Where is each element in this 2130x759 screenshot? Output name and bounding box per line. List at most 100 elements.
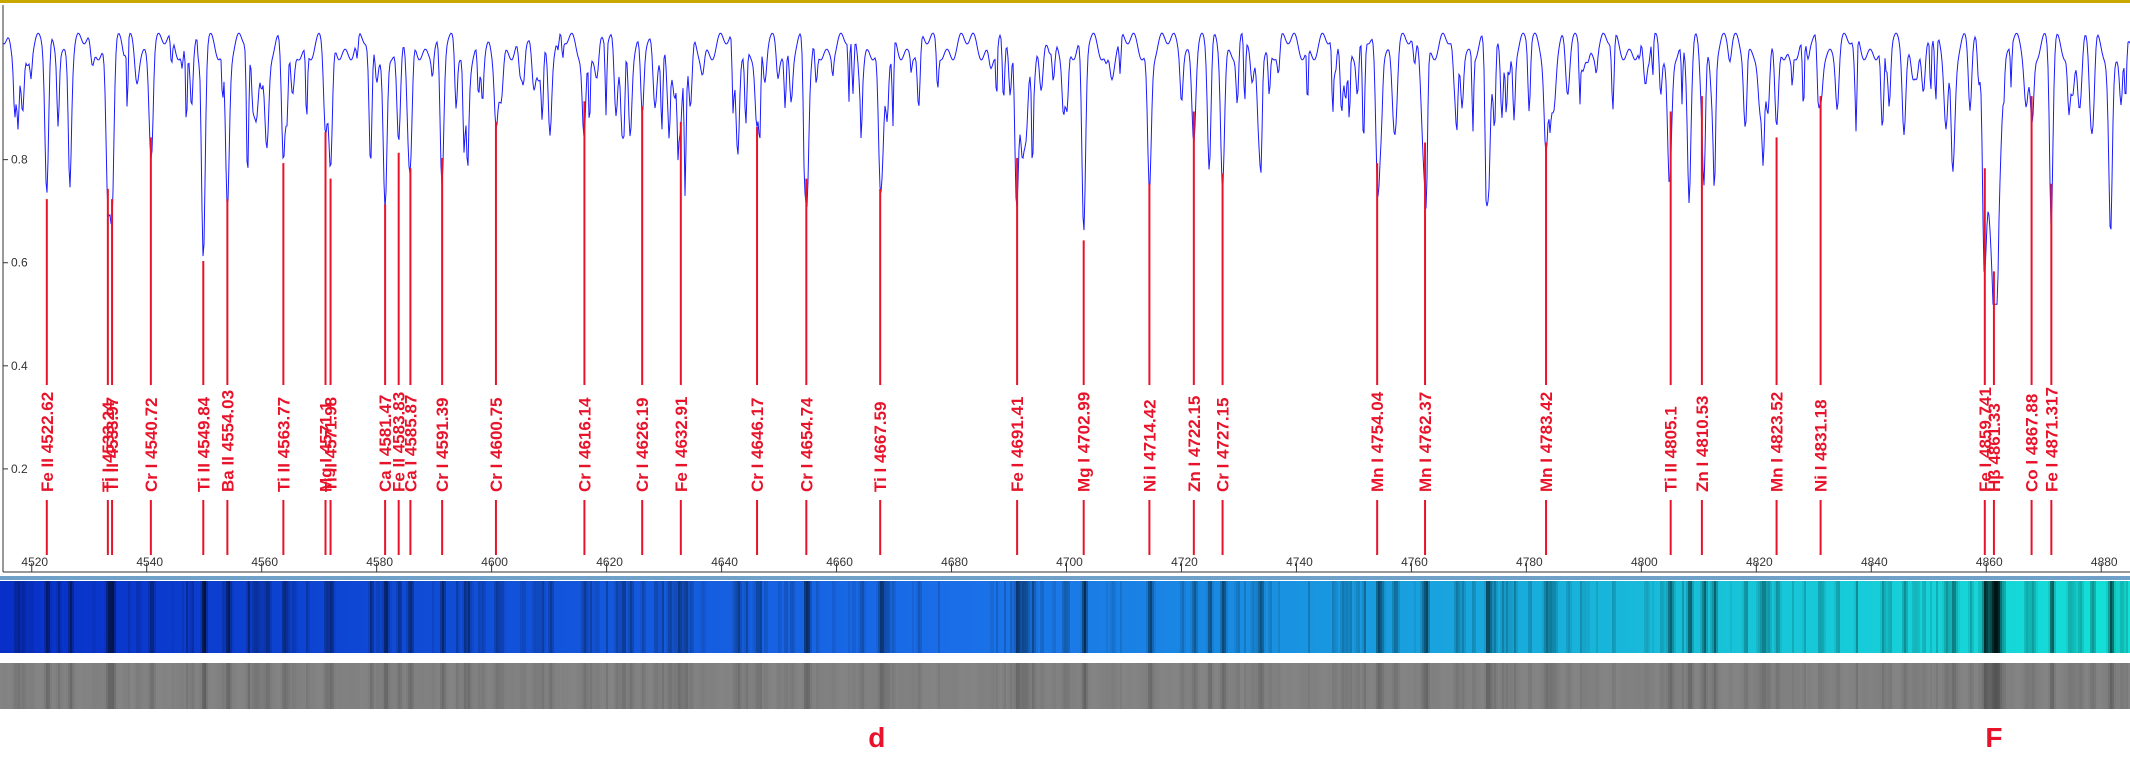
line-label: Fe I 4632.91 <box>672 397 691 492</box>
gray-band-line <box>1826 663 1828 709</box>
color-band-line <box>1354 581 1356 653</box>
gray-band-line <box>492 663 494 709</box>
color-band-line <box>70 581 72 653</box>
gray-band-line <box>792 663 794 709</box>
color-band-line <box>432 581 434 653</box>
gray-band-line <box>1512 663 1514 709</box>
gray-band-line <box>856 663 858 709</box>
color-band-line <box>106 581 108 653</box>
gray-band-line <box>1960 663 1962 709</box>
gray-band-line <box>52 663 54 709</box>
gray-band-line <box>1724 663 1726 709</box>
gray-band-line <box>2092 663 2094 709</box>
color-band-line <box>2002 581 2004 653</box>
gray-band-line <box>1600 663 1602 709</box>
gray-band-line <box>456 663 458 709</box>
gray-band-line <box>1432 663 1434 709</box>
color-band-line <box>1990 581 1992 653</box>
color-band-line <box>286 581 288 653</box>
color-band-line <box>456 581 458 653</box>
gray-band-line <box>960 663 962 709</box>
color-band-line <box>1552 581 1554 653</box>
gray-band-line <box>336 663 338 709</box>
gray-band-line <box>1470 663 1472 709</box>
color-band-line <box>2030 581 2032 653</box>
gray-band-line <box>1144 663 1146 709</box>
gray-band-line <box>1572 663 1574 709</box>
gray-band-line <box>1860 663 1862 709</box>
color-band-line <box>1556 581 1558 653</box>
gray-band-line <box>2074 663 2076 709</box>
color-band-line <box>676 581 678 653</box>
gray-band-line <box>392 663 394 709</box>
color-band-line <box>1688 581 1690 653</box>
gray-band-line <box>728 663 730 709</box>
gray-band-line <box>2022 663 2024 709</box>
gray-band-line <box>576 663 578 709</box>
color-band-line <box>1422 581 1424 653</box>
color-band-line <box>1714 581 1716 653</box>
gray-band-line <box>302 663 304 709</box>
gray-band-line <box>908 663 910 709</box>
gray-band-line <box>776 663 778 709</box>
color-band-line <box>2094 581 2096 653</box>
gray-band-line <box>1036 663 1038 709</box>
gray-band-line <box>176 663 178 709</box>
gray-band-line <box>1194 663 1196 709</box>
color-band-line <box>230 581 232 653</box>
gray-band-line <box>1504 663 1506 709</box>
gray-band-line <box>656 663 658 709</box>
gray-band-line <box>710 663 712 709</box>
color-band-line <box>876 581 878 653</box>
x-tick-label: 4880 <box>2091 555 2118 569</box>
color-band-line <box>1068 581 1070 653</box>
gray-band-line <box>1992 663 1994 709</box>
gray-band-line <box>948 663 950 709</box>
gray-band-line <box>1520 663 1522 709</box>
gray-band-line <box>418 663 420 709</box>
gray-band-line <box>1250 663 1252 709</box>
gray-band-line <box>646 663 648 709</box>
color-band-line <box>2072 581 2074 653</box>
color-band-line <box>2124 581 2126 653</box>
gray-band-line <box>2090 663 2092 709</box>
gray-band-line <box>1484 663 1486 709</box>
gray-band-line <box>1608 663 1610 709</box>
color-band-line <box>892 581 894 653</box>
color-band-line <box>552 581 554 653</box>
color-band-line <box>24 581 26 653</box>
color-band-line <box>136 581 138 653</box>
color-band-line <box>1034 581 1036 653</box>
gray-band-line <box>290 663 292 709</box>
gray-band-line <box>1116 663 1118 709</box>
gray-band-line <box>170 663 172 709</box>
color-band-line <box>606 581 608 653</box>
gray-band-line <box>430 663 432 709</box>
gray-band-line <box>366 663 368 709</box>
color-band-line <box>656 581 658 653</box>
gray-band-line <box>1560 663 1562 709</box>
gray-band-line <box>1980 663 1982 709</box>
gray-band-line <box>1090 663 1092 709</box>
gray-band-line <box>522 663 524 709</box>
gray-band-line <box>962 663 964 709</box>
gray-band-line <box>2032 663 2034 709</box>
x-tick-label: 4860 <box>1976 555 2003 569</box>
gray-band-line <box>410 663 412 709</box>
gray-band-line <box>1412 663 1414 709</box>
gray-band-line <box>982 663 984 709</box>
gray-band-line <box>1888 663 1890 709</box>
gray-band-line <box>802 663 804 709</box>
color-band-line <box>148 581 150 653</box>
gray-band-line <box>1782 663 1784 709</box>
color-band-line <box>204 581 206 653</box>
gray-band-line <box>1342 663 1344 709</box>
gray-band-line <box>806 663 808 709</box>
color-band-line <box>250 581 252 653</box>
line-label: Ti II 4805.1 <box>1662 406 1681 492</box>
gray-band-line <box>2126 663 2128 709</box>
gray-band-line <box>1482 663 1484 709</box>
color-band-line <box>2080 581 2082 653</box>
gray-band-line <box>1074 663 1076 709</box>
color-band-line <box>72 581 74 653</box>
